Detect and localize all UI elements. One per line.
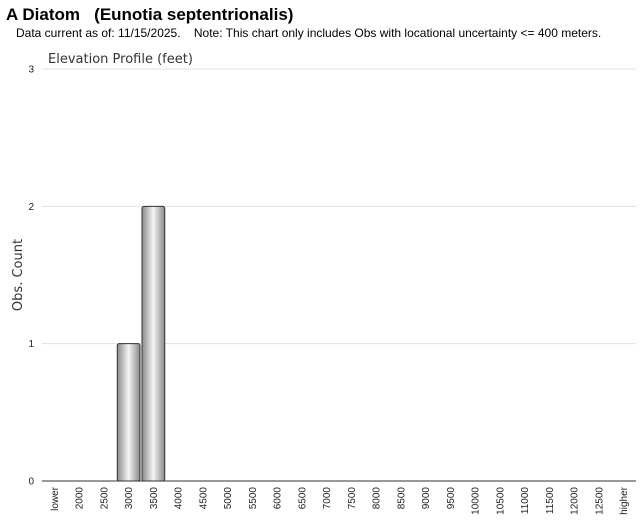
x-tick-label: 4000 bbox=[174, 487, 185, 510]
bar bbox=[116, 343, 141, 482]
y-tick-label: 1 bbox=[28, 339, 34, 350]
x-tick-label: 2000 bbox=[75, 487, 86, 510]
y-tick-label: 0 bbox=[28, 477, 34, 488]
x-tick-label: 12000 bbox=[570, 487, 581, 515]
x-tick-label: 10500 bbox=[495, 487, 506, 515]
x-tick-label: 10000 bbox=[471, 487, 482, 515]
y-axis-label: Obs. Count bbox=[11, 239, 26, 311]
x-tick-label: 6000 bbox=[273, 487, 284, 510]
subtitle: Data current as of: 11/15/2025. Note: Th… bbox=[16, 26, 601, 40]
x-tick-label: 5000 bbox=[223, 487, 234, 510]
y-tick-label: 2 bbox=[28, 202, 34, 213]
x-tick-label: 4500 bbox=[198, 487, 209, 510]
x-tick-label: 2500 bbox=[99, 487, 110, 510]
x-tick-label: 7000 bbox=[322, 487, 333, 510]
x-tick-label: 5500 bbox=[248, 487, 259, 510]
x-tick-label: 8000 bbox=[372, 487, 383, 510]
page-title: A Diatom (Eunotia septentrionalis) bbox=[6, 5, 293, 24]
x-tick-label: 11000 bbox=[520, 487, 531, 515]
x-tick-label: 9500 bbox=[446, 487, 457, 510]
x-tick-label: 6500 bbox=[297, 487, 308, 510]
x-tick-label: 3000 bbox=[124, 487, 135, 510]
x-tick-label: 11500 bbox=[545, 487, 556, 515]
x-tick-label: higher bbox=[619, 486, 630, 514]
x-tick-label: 12500 bbox=[594, 487, 605, 515]
x-tick-label: lower bbox=[50, 486, 61, 511]
x-tick-label: 3500 bbox=[149, 487, 160, 510]
x-tick-label: 9000 bbox=[421, 487, 432, 510]
y-tick-label: 3 bbox=[28, 65, 34, 76]
chart-title: Elevation Profile (feet) bbox=[48, 52, 193, 67]
x-tick-label: 7500 bbox=[347, 487, 358, 510]
x-tick-label: 8500 bbox=[396, 487, 407, 510]
bar bbox=[141, 205, 166, 482]
